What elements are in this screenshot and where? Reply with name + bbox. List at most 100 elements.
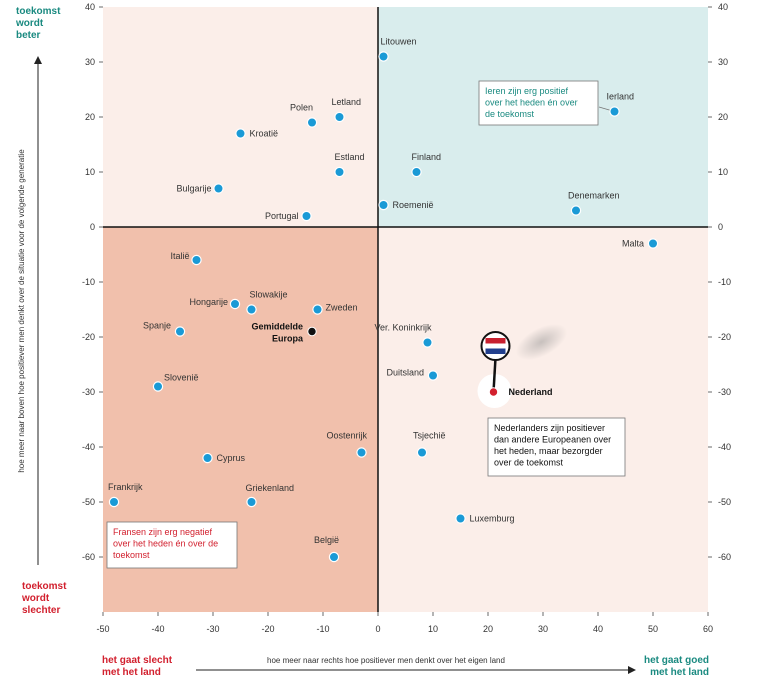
data-point <box>378 199 389 211</box>
data-point <box>334 166 345 178</box>
data-point <box>378 51 389 62</box>
point-label: Ver. Koninkrijk <box>374 323 432 333</box>
data-point <box>356 447 367 458</box>
netherlands-flag-marker <box>477 323 568 408</box>
x-tick-label: -40 <box>151 624 164 634</box>
axes <box>103 7 708 612</box>
point-labels: Litouwen Ierland Polen Letland Kroatië Estlan… <box>108 37 644 546</box>
annotation-text: toekomst <box>113 550 150 560</box>
x-tick-label: -50 <box>96 624 109 634</box>
data-point <box>202 452 213 464</box>
point-label: Cyprus <box>217 453 246 463</box>
point-label: Duitsland <box>386 368 424 378</box>
y-tick-label-right: -30 <box>718 387 731 397</box>
data-point <box>229 298 241 310</box>
point-label: Kroatië <box>250 129 279 139</box>
data-point <box>609 106 620 117</box>
axis-ticks: 40 40 30 30 20 20 10 10 0 0 -10 -10 -20 -20 -30 -30 -40 -… <box>82 2 731 634</box>
point-label: België <box>314 535 339 545</box>
point-label: Roemenië <box>393 200 434 210</box>
data-point <box>301 210 312 222</box>
top-corner-label: wordt <box>15 18 44 29</box>
data-point <box>570 205 582 216</box>
right-corner-label: het gaat goed <box>644 655 709 666</box>
data-point <box>422 337 433 348</box>
point-label: Luxemburg <box>470 514 515 524</box>
y-tick-label-left: 40 <box>85 2 95 12</box>
point-label: Finland <box>412 152 442 162</box>
right-corner-label: met het land <box>650 667 709 678</box>
point-label: Hongarije <box>189 297 228 307</box>
data-point <box>427 370 439 381</box>
y-tick-label-left: -50 <box>82 497 95 507</box>
point-label: Bulgarije <box>176 184 211 194</box>
quadrant-top-left <box>103 7 378 227</box>
annotation-text: over het heden én over de <box>113 539 218 549</box>
point-label: Polen <box>290 103 313 113</box>
y-tick-label-left: 10 <box>85 167 95 177</box>
data-points <box>108 51 659 563</box>
flag-stripe-blue <box>485 348 506 354</box>
data-point <box>306 117 318 128</box>
data-point <box>647 238 659 249</box>
average-point <box>307 326 317 337</box>
y-tick-label-left: -10 <box>82 277 95 287</box>
data-point <box>152 381 164 392</box>
annotation-box <box>487 417 626 477</box>
data-point <box>108 496 120 508</box>
highlight-point <box>488 387 499 397</box>
y-tick-label-right: -10 <box>718 277 731 287</box>
point-label: Slovenië <box>164 373 199 383</box>
y-tick-label-right: 40 <box>718 2 728 12</box>
point-label: Oostenrijk <box>327 431 368 441</box>
point-label: Letland <box>332 97 362 107</box>
y-tick-label-left: 30 <box>85 57 95 67</box>
x-axis-title: hoe meer naar rechts hoe positiever men … <box>267 656 505 665</box>
flag-shadow <box>515 323 568 361</box>
point-label: Estland <box>335 152 365 162</box>
top-corner-label: toekomst <box>16 6 61 17</box>
left-corner-label: met het land <box>102 667 161 678</box>
data-point <box>312 304 323 315</box>
x-tick-label: -10 <box>316 624 329 634</box>
annotation-text: over de toekomst <box>494 458 564 468</box>
data-point <box>246 304 257 315</box>
x-tick-label: 20 <box>483 624 493 634</box>
point-label: Ierland <box>607 92 635 102</box>
y-tick-label-left: -40 <box>82 442 95 452</box>
y-tick-label-right: 0 <box>718 222 723 232</box>
bottom-corner-label: slechter <box>22 605 60 616</box>
y-tick-label-right: -50 <box>718 497 731 507</box>
y-tick-label-right: -20 <box>718 332 731 342</box>
point-label: Italië <box>170 251 189 261</box>
y-tick-label-left: -20 <box>82 332 95 342</box>
annotation-text: Fransen zijn erg negatief <box>113 527 213 537</box>
y-tick-label-right: -40 <box>718 442 731 452</box>
y-tick-label-left: 20 <box>85 112 95 122</box>
x-tick-label: 0 <box>375 624 380 634</box>
data-point <box>411 166 422 178</box>
data-point <box>246 496 257 508</box>
left-corner-label: het gaat slecht <box>102 655 173 666</box>
point-label: Frankrijk <box>108 482 143 492</box>
data-point <box>174 326 186 337</box>
point-label: Zweden <box>326 303 358 313</box>
x-tick-label: 10 <box>428 624 438 634</box>
y-tick-label-right: -60 <box>718 552 731 562</box>
annotation-text: het heden, maar bezorgder <box>494 446 603 456</box>
data-point <box>416 447 428 458</box>
flag-pole <box>492 357 497 393</box>
annotation-box <box>106 521 238 569</box>
point-label: Spanje <box>143 321 171 331</box>
x-tick-label: 50 <box>648 624 658 634</box>
point-label: Malta <box>622 239 644 249</box>
y-tick-label-right: 10 <box>718 167 728 177</box>
outer-labels: toekomstwordtbetertoekomstwordtslechterh… <box>15 6 709 678</box>
annotation-text: Ieren zijn erg positief <box>485 86 569 96</box>
annotation-text: de toekomst <box>485 109 535 119</box>
y-tick-label-right: 30 <box>718 57 728 67</box>
y-axis-title: hoe meer naar boven hoe positiever men d… <box>17 149 26 473</box>
x-tick-label: 40 <box>593 624 603 634</box>
x-tick-label: 60 <box>703 624 713 634</box>
y-tick-label-left: 0 <box>90 222 95 232</box>
